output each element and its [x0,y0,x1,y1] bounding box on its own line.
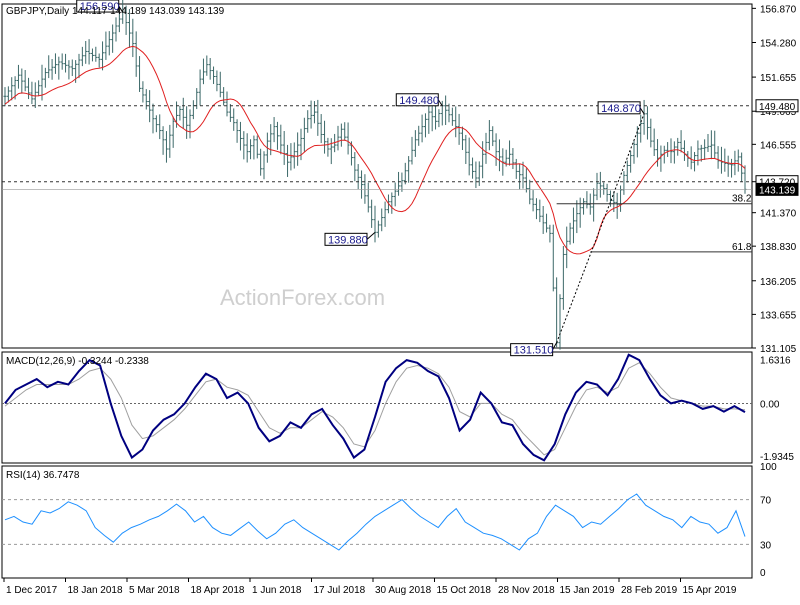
macd-ytick-label: -1.9345 [760,452,794,463]
x-tick-label: 1 Jun 2018 [252,585,302,596]
rsi-ytick-label: 30 [760,540,772,551]
price-ytick-label: 131.105 [760,344,797,355]
x-tick-label: 15 Apr 2019 [683,585,737,596]
callout-label: 149.480 [399,95,439,107]
price-ytick-label: 151.655 [760,73,797,84]
callout-leader [639,107,645,115]
callout-box [76,0,120,13]
price-ytick-label: 156.870 [760,4,797,15]
price-header: GBPJPY,Daily 144.117 144.189 143.039 143… [6,6,225,17]
fib-label: 61.8 [732,242,752,253]
rsi-header: RSI(14) 36.7478 [6,470,80,481]
price-ytick-label: 146.555 [760,140,797,151]
macd-ytick-label: 1.6316 [760,355,791,366]
price-ytick-label: 154.280 [760,38,797,49]
callout-box [597,101,641,115]
price-ytick-label: 141.370 [760,209,797,220]
x-tick-label: 28 Feb 2019 [621,585,678,596]
rsi-ytick-label: 100 [760,462,777,473]
watermark: ActionForex.com [220,285,385,310]
x-tick-label: 5 Mar 2018 [129,585,180,596]
price-ytick-label: 136.205 [760,277,797,288]
rsi-ytick-label: 0 [760,568,766,579]
x-tick-label: 1 Dec 2017 [6,585,58,596]
macd-signal-line [4,362,746,456]
x-tick-label: 30 Aug 2018 [375,585,432,596]
level-label: 149.480 [759,102,796,113]
moving-average-line [4,45,746,255]
rsi-line [4,493,746,551]
x-tick-label: 28 Nov 2018 [498,585,555,596]
level-label-box [755,99,799,113]
macd-header: MACD(12,26,9) -0.3244 -0.2338 [6,356,149,367]
callout-label: 148.870 [601,103,641,115]
panel-frame-2 [1,465,753,579]
callout-label: 139.880 [328,234,368,246]
callout-leader [552,342,558,350]
callout-box [395,93,439,107]
x-tick-label: 18 Apr 2018 [191,585,245,596]
fib-label: 38.2 [732,194,752,205]
level-label-box [755,182,799,196]
x-tick-label: 15 Oct 2018 [437,585,492,596]
price-ytick-label: 149.065 [760,107,797,118]
x-tick-label: 18 Jan 2018 [68,585,123,596]
rsi-ytick-label: 70 [760,496,772,507]
price-ytick-label: 133.655 [760,310,797,321]
x-tick-label: 15 Jan 2019 [560,585,615,596]
macd-ytick-label: 0.00 [760,399,780,410]
macd-line [4,353,746,462]
callout-label: 156.590 [80,1,120,13]
fib-trendline [556,113,645,343]
price-ytick-label: 138.830 [760,242,797,253]
callout-leader [437,99,443,107]
callout-leader [118,5,124,13]
callout-leader [366,231,376,240]
callout-label: 131.510 [514,345,554,357]
callout-box [510,343,554,357]
callout-box [324,232,368,246]
x-tick-label: 17 Jul 2018 [314,585,366,596]
level-label: 143.139 [759,185,796,196]
